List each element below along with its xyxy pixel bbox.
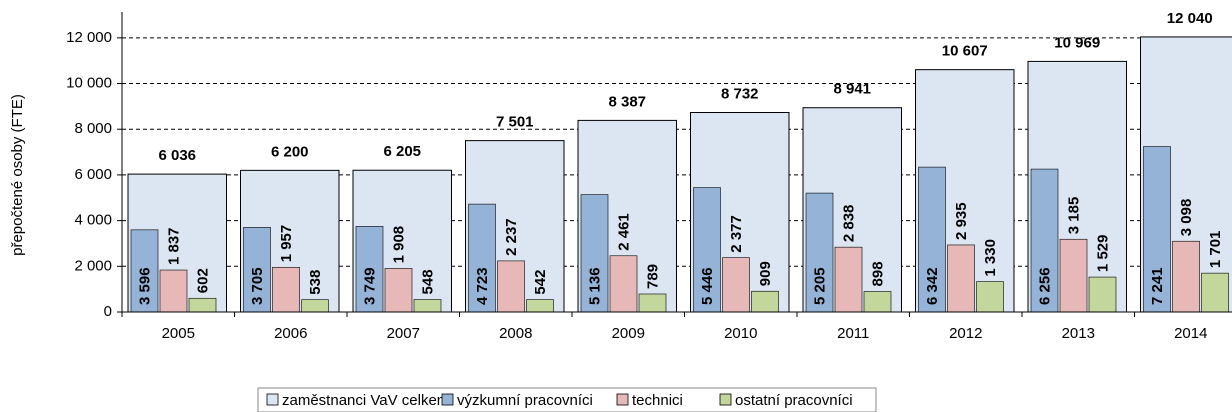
legend-label: výzkumní pracovníci	[457, 392, 593, 409]
bar	[130, 229, 159, 313]
y-tick-label: 12 000	[66, 29, 112, 46]
legend-label: technici	[632, 392, 683, 409]
legend-box	[257, 387, 877, 412]
value-label: 3 185	[1065, 197, 1082, 235]
bar	[1059, 238, 1088, 313]
value-label: 6 205	[383, 143, 421, 160]
x-tick-label: 2012	[949, 325, 982, 342]
bar	[468, 203, 496, 313]
value-label: 538	[307, 270, 324, 295]
x-tick-label: 2010	[724, 325, 757, 342]
y-tick-label: 6 000	[74, 166, 112, 183]
legend-label: zaměstnanci VaV celkem	[282, 392, 449, 409]
bar	[805, 192, 834, 313]
y-axis-title: přepočtené osoby (FTE)	[9, 94, 26, 256]
value-label: 5 136	[586, 267, 603, 305]
value-label: 7 241	[1149, 267, 1166, 305]
value-label: 3 098	[1178, 199, 1195, 237]
bar	[272, 266, 300, 313]
value-label: 10 607	[942, 43, 988, 60]
value-label: 4 723	[474, 267, 491, 305]
bar	[1172, 240, 1200, 313]
bar	[1201, 272, 1229, 313]
legend-swatch	[441, 393, 454, 406]
bar	[497, 260, 525, 313]
bar	[609, 255, 638, 313]
value-label: 602	[194, 268, 211, 293]
value-label: 8 941	[833, 81, 871, 98]
bar	[863, 291, 892, 313]
x-tick-label: 2008	[499, 325, 532, 342]
value-label: 10 969	[1054, 34, 1100, 51]
value-label: 2 838	[840, 205, 857, 243]
value-label: 898	[869, 261, 886, 286]
value-label: 1 330	[982, 239, 999, 277]
bar	[188, 297, 217, 313]
y-tick-label: 0	[104, 303, 112, 320]
value-label: 1 701	[1207, 231, 1224, 269]
value-label: 3 749	[361, 267, 378, 305]
y-tick-label: 4 000	[74, 212, 112, 229]
value-label: 8 732	[721, 85, 759, 102]
y-tick-label: 2 000	[74, 257, 112, 274]
legend-label: ostatní pracovníci	[735, 392, 853, 409]
x-tick-label: 2013	[1062, 325, 1095, 342]
bar	[384, 268, 413, 313]
value-label: 789	[644, 264, 661, 289]
bar	[918, 166, 946, 313]
value-label: 1 957	[278, 225, 295, 263]
value-label: 6 036	[158, 147, 196, 164]
y-tick-label: 8 000	[74, 120, 112, 137]
bar	[751, 290, 779, 313]
value-label: 2 461	[615, 213, 632, 251]
bar	[413, 299, 442, 313]
bar	[1143, 146, 1171, 313]
bar	[526, 299, 554, 313]
bar	[834, 246, 863, 313]
value-label: 3 705	[249, 267, 266, 305]
bar	[243, 227, 271, 313]
bar	[947, 244, 975, 313]
bar	[355, 226, 384, 313]
value-label: 2 935	[953, 202, 970, 240]
bar	[693, 187, 721, 313]
value-label: 3 596	[136, 267, 153, 305]
value-label: 909	[757, 261, 774, 286]
bar	[722, 257, 750, 313]
bar	[301, 299, 329, 313]
value-label: 542	[532, 270, 549, 295]
x-tick-label: 2005	[162, 325, 195, 342]
x-tick-label: 2011	[837, 325, 869, 342]
x-tick-label: 2009	[612, 325, 645, 342]
x-tick-label: 2007	[387, 325, 420, 342]
bar	[1030, 168, 1059, 313]
bar	[159, 269, 188, 313]
value-label: 7 501	[496, 114, 534, 131]
x-tick-label: 2006	[274, 325, 307, 342]
value-label: 12 040	[1167, 10, 1213, 27]
value-label: 8 387	[608, 93, 646, 110]
value-label: 2 237	[503, 218, 520, 256]
value-label: 1 529	[1094, 235, 1111, 273]
value-label: 1 908	[390, 226, 407, 264]
y-tick-label: 10 000	[66, 75, 112, 92]
bar	[580, 194, 609, 313]
value-label: 5 205	[811, 267, 828, 305]
value-label: 5 446	[699, 267, 716, 305]
value-label: 2 377	[728, 215, 745, 253]
value-label: 548	[419, 269, 436, 294]
legend-swatch	[266, 393, 279, 406]
value-label: 6 256	[1036, 267, 1053, 305]
x-tick-label: 2014	[1174, 325, 1207, 342]
bar	[1088, 276, 1117, 313]
value-label: 6 200	[271, 143, 309, 160]
legend-swatch	[719, 393, 732, 406]
bar	[638, 293, 667, 313]
value-label: 1 837	[165, 227, 182, 265]
value-label: 6 342	[924, 267, 941, 305]
bar	[976, 281, 1004, 313]
legend-swatch	[616, 393, 629, 406]
